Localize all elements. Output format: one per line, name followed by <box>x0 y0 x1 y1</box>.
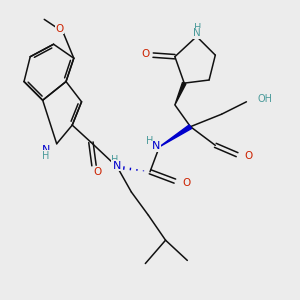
Text: H: H <box>146 136 153 146</box>
Text: OH: OH <box>257 94 272 104</box>
Text: H: H <box>43 151 50 160</box>
Text: H: H <box>194 23 201 33</box>
Text: O: O <box>56 24 64 34</box>
Polygon shape <box>175 82 186 105</box>
Text: O: O <box>141 49 149 58</box>
Polygon shape <box>159 125 192 147</box>
Text: N: N <box>152 141 160 151</box>
Text: O: O <box>245 151 253 161</box>
Text: O: O <box>56 24 64 34</box>
Text: O: O <box>93 167 101 177</box>
Text: N: N <box>112 160 121 171</box>
Text: O: O <box>183 178 191 188</box>
Text: N: N <box>41 145 50 155</box>
Text: H: H <box>111 155 118 165</box>
Text: N: N <box>194 28 201 38</box>
